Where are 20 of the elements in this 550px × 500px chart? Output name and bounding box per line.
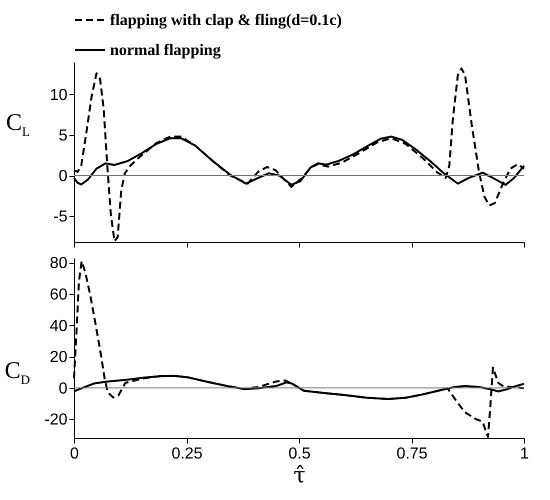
legend-label: normal flapping xyxy=(110,42,221,59)
x-tick-label: 1 xyxy=(520,446,530,462)
y-axis-title: C$_{D}$ xyxy=(4,358,31,388)
y-tick-label: 80 xyxy=(50,255,68,272)
y-tick-label: 0 xyxy=(58,168,68,186)
y-tick-label: 10 xyxy=(50,86,68,104)
y-tick-label: 60 xyxy=(50,286,68,304)
legend-label: flapping with clap & fling(d=0.1c) xyxy=(110,12,342,29)
y-tick-label: 0 xyxy=(58,380,68,398)
y-tick-label: -5 xyxy=(53,208,68,226)
x-tick-label: 0 xyxy=(70,446,80,462)
y-tick-label: 5 xyxy=(58,127,68,144)
y-axis-title: C$_{L}$ xyxy=(5,110,31,140)
y-tick-label: -20 xyxy=(44,412,68,429)
x-tick-label: 0.25 xyxy=(171,446,203,462)
x-axis-title: τ̂ xyxy=(293,464,306,488)
y-tick-label: 20 xyxy=(50,349,68,366)
y-tick-label: 40 xyxy=(50,318,68,335)
x-tick-label: 0.5 xyxy=(288,446,311,462)
x-tick-label: 0.75 xyxy=(396,446,428,462)
